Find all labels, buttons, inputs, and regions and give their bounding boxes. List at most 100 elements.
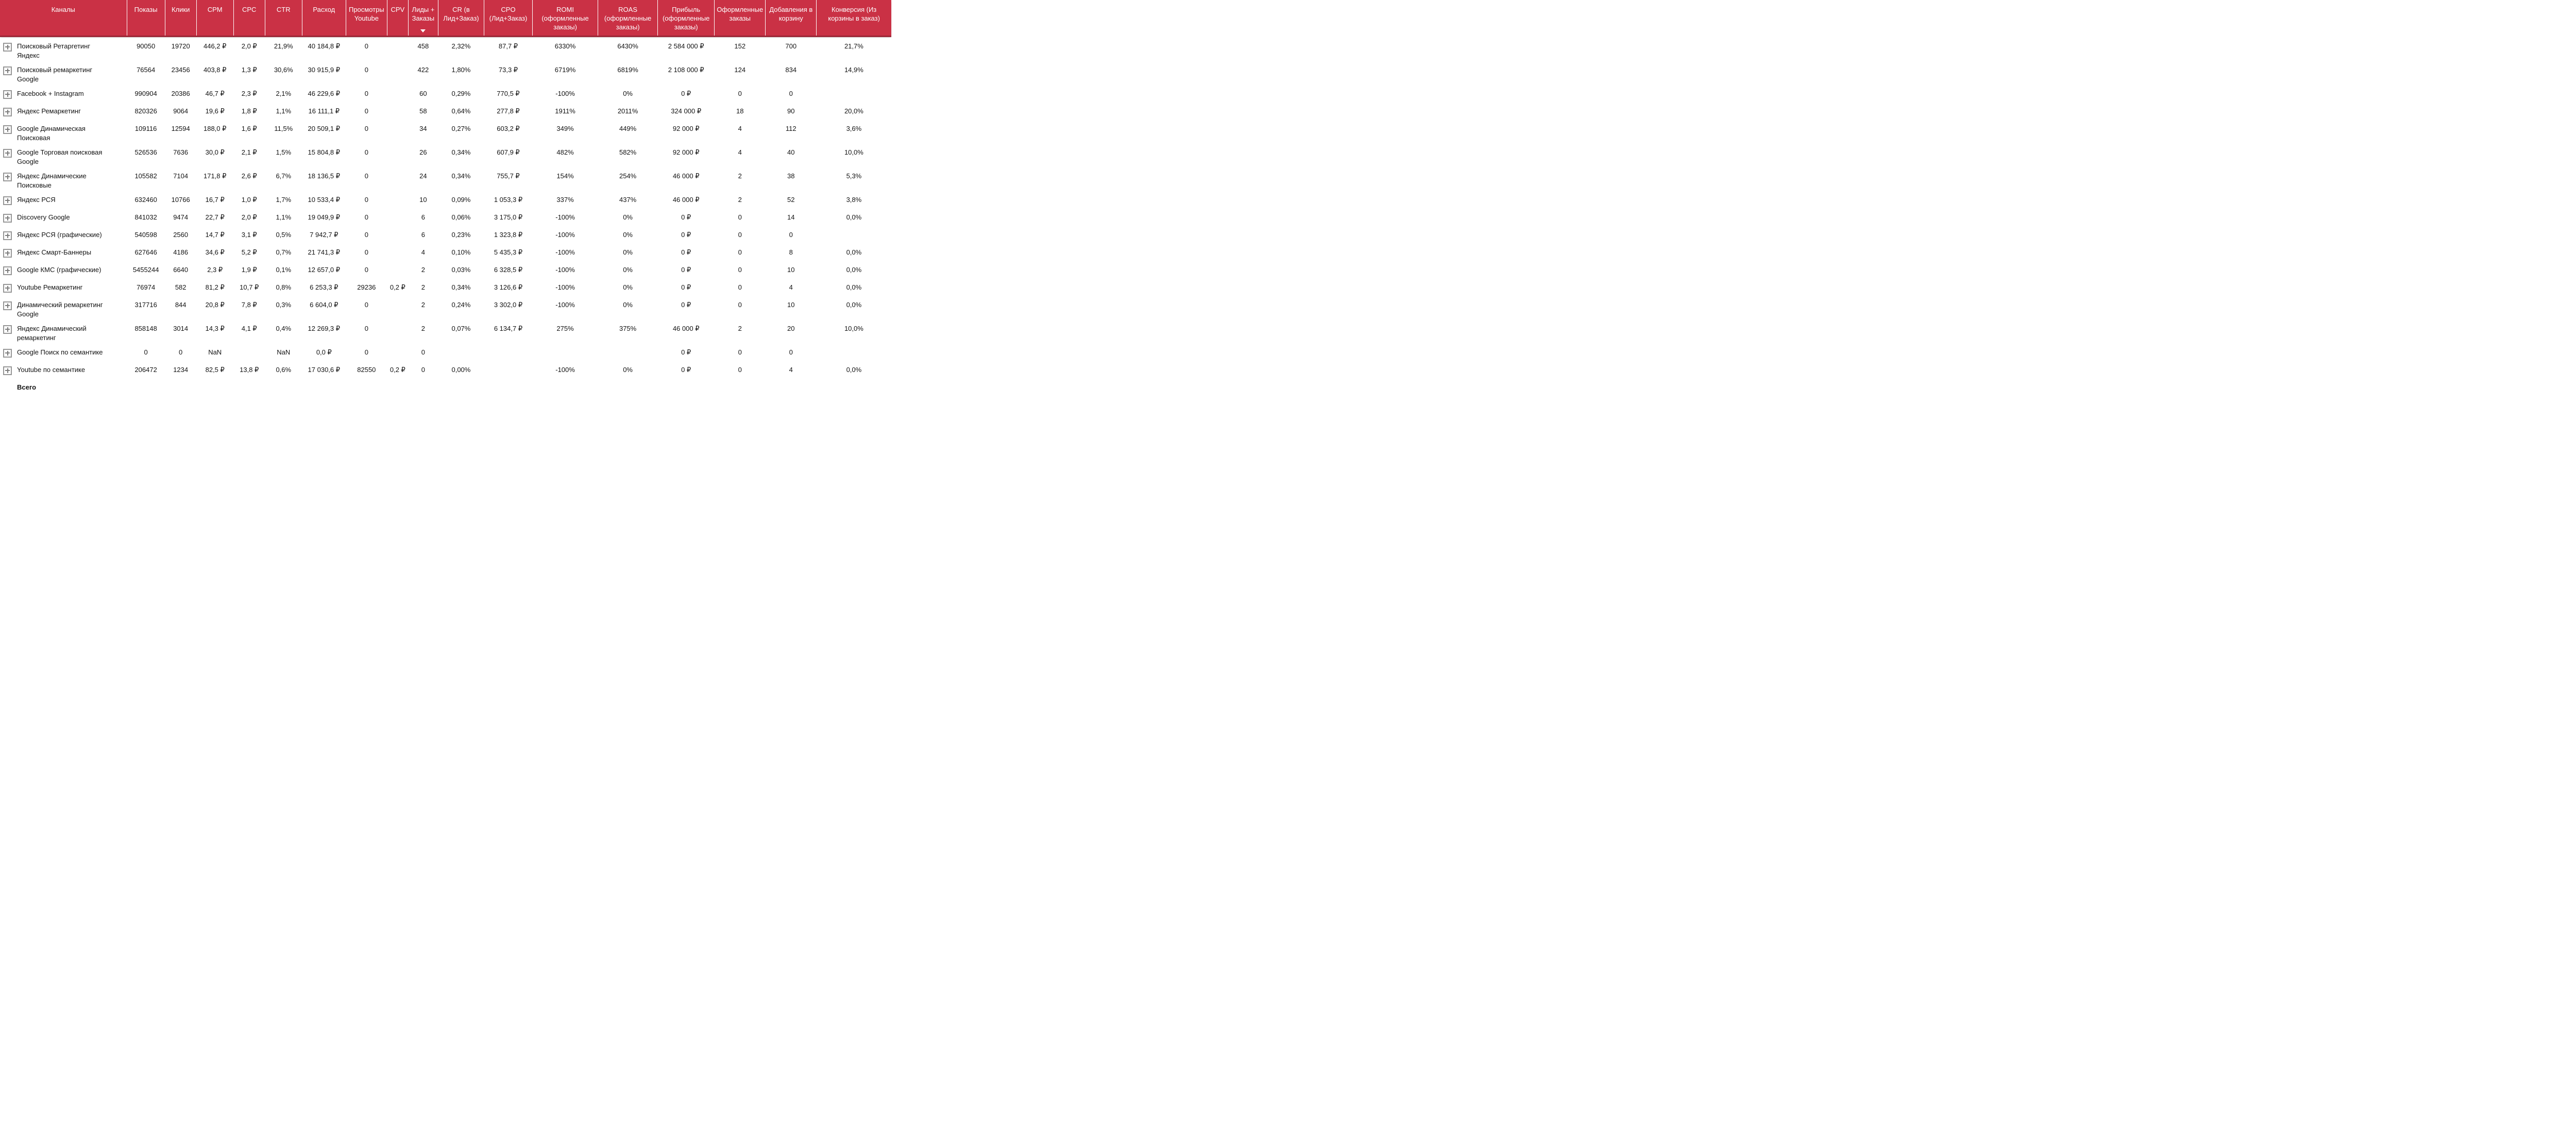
column-header-youtube-views[interactable]: Просмотры Youtube xyxy=(345,0,387,37)
cell-cpv xyxy=(387,210,408,228)
cell-spend xyxy=(302,380,346,395)
column-header-cart-adds[interactable]: Добавления в корзину xyxy=(765,0,817,37)
cell-cart_conversion: 0,0% xyxy=(846,265,862,274)
cell-orders: 124 xyxy=(734,65,746,74)
table-row: Яндекс Динамические Поисковые 105582 7104 1… xyxy=(0,169,891,193)
column-header-profit[interactable]: Прибыль (оформленные заказы) xyxy=(657,0,715,37)
expand-icon[interactable] xyxy=(3,266,12,275)
cell-leads_orders: 24 xyxy=(419,172,427,180)
cell-cpo: 3 175,0 ₽ xyxy=(494,213,523,221)
cell-profit: 0 ₽ xyxy=(681,213,691,221)
cell-romi xyxy=(533,380,598,395)
cell-profit: 0 ₽ xyxy=(681,348,691,356)
cell-cart_conversion: 10,0% xyxy=(844,148,863,156)
expand-icon[interactable] xyxy=(3,66,12,75)
cell-romi: -100% xyxy=(555,248,575,256)
cell-roas: 0% xyxy=(623,265,633,274)
cell-roas: 254% xyxy=(619,172,637,180)
cell-cpv xyxy=(387,145,408,169)
column-header-channels[interactable]: Каналы xyxy=(0,0,127,37)
cell-cpo xyxy=(484,380,532,395)
column-header-cpm[interactable]: CPM xyxy=(196,0,234,37)
expand-icon[interactable] xyxy=(3,42,12,52)
cell-spend: 16 111,1 ₽ xyxy=(308,107,340,115)
column-header-ctr[interactable]: CTR xyxy=(264,0,302,37)
cell-cart_adds: 52 xyxy=(787,195,795,204)
cell-youtube_views: 0 xyxy=(364,42,368,50)
expand-icon[interactable] xyxy=(3,196,12,205)
cell-cr: 0,07% xyxy=(451,324,471,332)
column-header-impressions[interactable]: Показы xyxy=(126,0,165,37)
cell-leads_orders: 6 xyxy=(421,213,425,221)
cell-ctr: 0,3% xyxy=(276,300,292,309)
cell-impressions: 105582 xyxy=(134,172,157,180)
cell-cart_conversion: 10,0% xyxy=(844,324,863,332)
cell-ctr: 1,7% xyxy=(276,195,292,204)
expand-icon[interactable] xyxy=(3,283,12,293)
cell-leads_orders: 2 xyxy=(421,300,425,309)
cell-leads_orders: 0 xyxy=(421,365,425,374)
expand-icon[interactable] xyxy=(3,107,12,116)
column-header-cart-conversion[interactable]: Конверсия (Из корзины в заказ) xyxy=(816,0,891,37)
cell-orders xyxy=(715,380,766,395)
cell-profit: 92 000 ₽ xyxy=(672,148,700,156)
channel-name: Яндекс РСЯ xyxy=(17,195,56,204)
cell-clicks: 9474 xyxy=(173,213,189,221)
expand-icon[interactable] xyxy=(3,366,12,375)
cell-cpm: 171,8 ₽ xyxy=(203,172,227,180)
cell-spend: 40 184,8 ₽ xyxy=(308,42,341,50)
cell-profit: 0 ₽ xyxy=(681,230,691,239)
cell-ctr: 0,4% xyxy=(276,324,292,332)
cell-impressions: 0 xyxy=(144,348,148,356)
expand-icon[interactable] xyxy=(3,301,12,310)
column-header-leads-orders[interactable]: Лиды + Заказы xyxy=(408,0,438,37)
cell-ctr: 0,7% xyxy=(276,248,292,256)
cell-profit: 46 000 ₽ xyxy=(672,195,700,204)
cell-orders: 0 xyxy=(738,248,742,256)
cell-impressions: 540598 xyxy=(134,230,157,239)
expand-icon[interactable] xyxy=(3,213,12,223)
cell-leads_orders: 4 xyxy=(421,248,425,256)
cell-profit: 2 108 000 ₽ xyxy=(668,65,704,74)
cell-clicks xyxy=(165,380,196,395)
expand-icon[interactable] xyxy=(3,125,12,134)
column-header-orders[interactable]: Оформленные заказы xyxy=(714,0,766,37)
cell-orders: 18 xyxy=(736,107,744,115)
cell-cpo: 1 053,3 ₽ xyxy=(494,195,523,204)
column-header-cr[interactable]: CR (в Лид+Заказ) xyxy=(437,0,484,37)
cell-leads_orders: 0 xyxy=(421,348,425,356)
cell-romi: 337% xyxy=(556,195,574,204)
expand-icon[interactable] xyxy=(3,248,12,258)
column-header-cpo[interactable]: CPO (Лид+Заказ) xyxy=(483,0,533,37)
column-header-roas[interactable]: ROAS (оформленные заказы) xyxy=(598,0,658,37)
column-header-cpv[interactable]: CPV xyxy=(386,0,409,37)
expand-icon[interactable] xyxy=(3,148,12,158)
cell-youtube_views: 0 xyxy=(364,195,368,204)
column-header-clicks[interactable]: Клики xyxy=(164,0,197,37)
cell-roas: 0% xyxy=(623,89,633,97)
cell-cpm: 2,3 ₽ xyxy=(207,265,223,274)
cell-leads_orders xyxy=(408,380,438,395)
cell-cr: 0,34% xyxy=(451,283,471,291)
cell-cpc: 2,6 ₽ xyxy=(241,172,257,180)
cell-ctr: 30,6% xyxy=(274,65,293,74)
column-header-romi[interactable]: ROMI (оформленные заказы) xyxy=(532,0,598,37)
cell-youtube_views: 0 xyxy=(364,348,368,356)
cell-youtube_views: 0 xyxy=(364,148,368,156)
cell-impressions: 820326 xyxy=(134,107,157,115)
expand-icon[interactable] xyxy=(3,325,12,334)
cell-romi: 6330% xyxy=(554,42,576,50)
expand-icon[interactable] xyxy=(3,90,12,99)
expand-cell xyxy=(0,193,17,210)
cell-cart_adds: 90 xyxy=(787,107,795,115)
expand-cell xyxy=(0,380,17,395)
expand-icon[interactable] xyxy=(3,348,12,358)
expand-cell xyxy=(0,169,17,193)
expand-icon[interactable] xyxy=(3,231,12,240)
table-row: Google КМС (графические) 5455244 6640 2,3 ₽… xyxy=(0,263,891,280)
column-header-cpc[interactable]: CPC xyxy=(233,0,265,37)
cell-ctr: 1,5% xyxy=(276,148,292,156)
column-header-spend[interactable]: Расход xyxy=(301,0,346,37)
expand-icon[interactable] xyxy=(3,172,12,181)
cell-profit: 92 000 ₽ xyxy=(672,124,700,132)
